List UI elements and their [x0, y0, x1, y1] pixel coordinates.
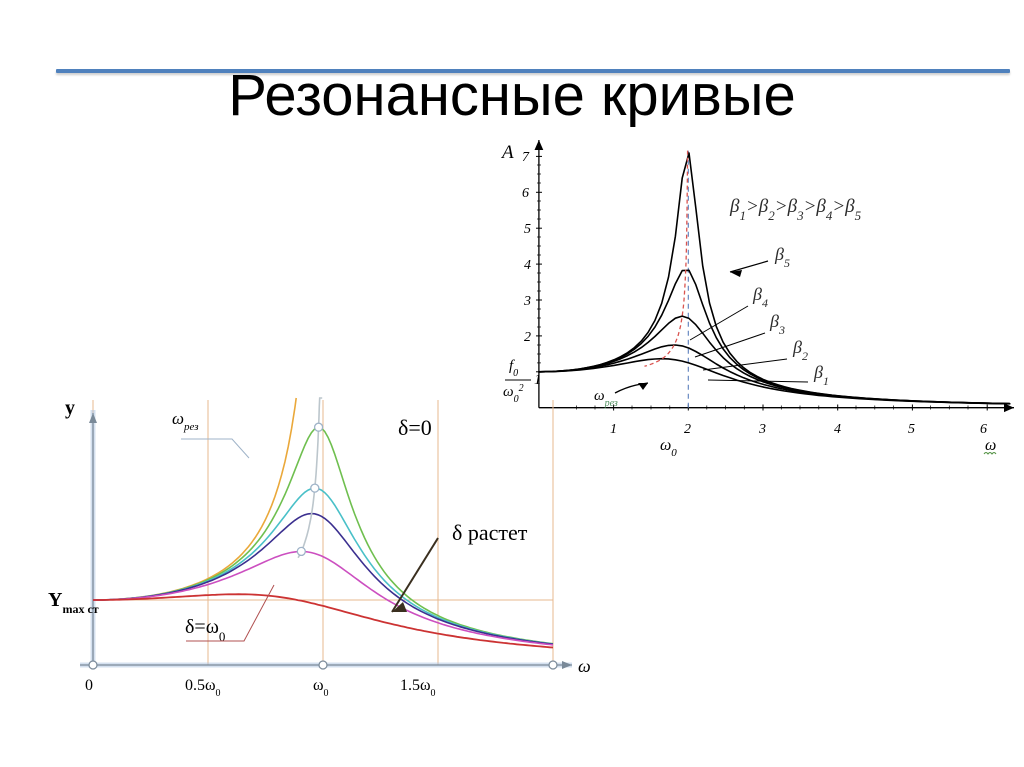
svg-text:ω0: ω0: [313, 677, 329, 699]
svg-text:1.5ω0: 1.5ω0: [400, 677, 436, 699]
svg-text:0.5ω0: 0.5ω0: [185, 677, 221, 699]
svg-text:δ=ω0: δ=ω0: [185, 616, 225, 644]
svg-text:y: y: [65, 397, 75, 419]
svg-text:ω: ω: [578, 656, 591, 676]
svg-text:0: 0: [85, 677, 93, 694]
svg-text:δ=0: δ=0: [398, 415, 432, 440]
svg-text:ωрез: ωрез: [172, 409, 199, 433]
svg-text:δ растет: δ растет: [452, 520, 528, 545]
